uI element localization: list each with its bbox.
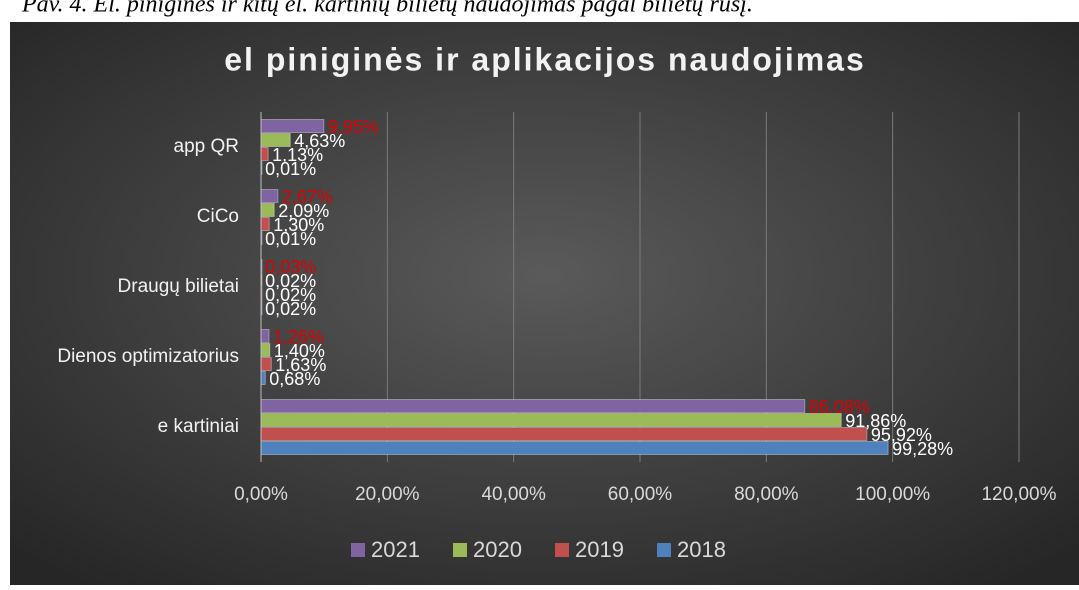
- data-label: 0,01%: [265, 159, 316, 179]
- x-tick-label: 40,00%: [481, 484, 546, 505]
- bar: [260, 427, 868, 441]
- caption: Pav. 4. El. piniginės ir kitų el. kartin…: [21, 0, 753, 18]
- bar: [260, 343, 271, 357]
- data-label: 91,86%: [845, 411, 906, 431]
- legend-swatch: [555, 543, 569, 557]
- data-label: 9,95%: [328, 117, 379, 137]
- data-label: 0,02%: [265, 271, 316, 291]
- y-tick-label: Draugų bilietai: [118, 276, 239, 297]
- legend-label: 2021: [371, 537, 420, 562]
- data-label: 1,40%: [274, 341, 325, 361]
- bar: [260, 329, 270, 343]
- bar: [260, 189, 279, 203]
- legend-label: 2020: [473, 537, 522, 562]
- chart-background: [10, 22, 1079, 585]
- data-label: 1,63%: [275, 355, 326, 375]
- data-label: 2,09%: [278, 201, 329, 221]
- data-label: 0,03%: [265, 257, 316, 277]
- data-label: 2,67%: [282, 187, 333, 207]
- legend-swatch: [657, 543, 671, 557]
- data-label: 86,08%: [809, 397, 870, 417]
- x-tick-label: 0,00%: [234, 484, 288, 505]
- data-label: 1,13%: [272, 145, 323, 165]
- x-tick-label: 20,00%: [355, 484, 420, 505]
- bar: [260, 441, 889, 455]
- data-label: 0,01%: [265, 229, 316, 249]
- legend-swatch: [453, 543, 467, 557]
- data-label: 0,02%: [265, 299, 316, 319]
- y-tick-label: Dienos optimizatorius: [57, 346, 239, 367]
- data-label: 95,92%: [871, 425, 932, 445]
- data-label: 4,63%: [294, 131, 345, 151]
- data-label: 1,26%: [273, 327, 324, 347]
- legend-swatch: [351, 543, 365, 557]
- data-label: 0,02%: [265, 285, 316, 305]
- chart-title: el piniginės ir aplikacijos naudojimas: [224, 41, 866, 77]
- y-tick-label: CiCo: [197, 206, 239, 227]
- legend-label: 2019: [575, 537, 624, 562]
- legend-label: 2018: [677, 537, 726, 562]
- bar: [260, 399, 806, 413]
- data-label: 99,28%: [892, 439, 953, 459]
- y-tick-label: app QR: [174, 136, 239, 157]
- x-tick-label: 80,00%: [734, 484, 799, 505]
- y-tick-label: e kartiniai: [158, 416, 239, 437]
- x-tick-label: 120,00%: [981, 484, 1056, 505]
- data-label: 0,68%: [269, 369, 320, 389]
- x-tick-label: 60,00%: [608, 484, 673, 505]
- x-tick-label: 100,00%: [855, 484, 930, 505]
- bar: [260, 413, 842, 427]
- data-label: 1,30%: [273, 215, 324, 235]
- bar: [260, 371, 266, 385]
